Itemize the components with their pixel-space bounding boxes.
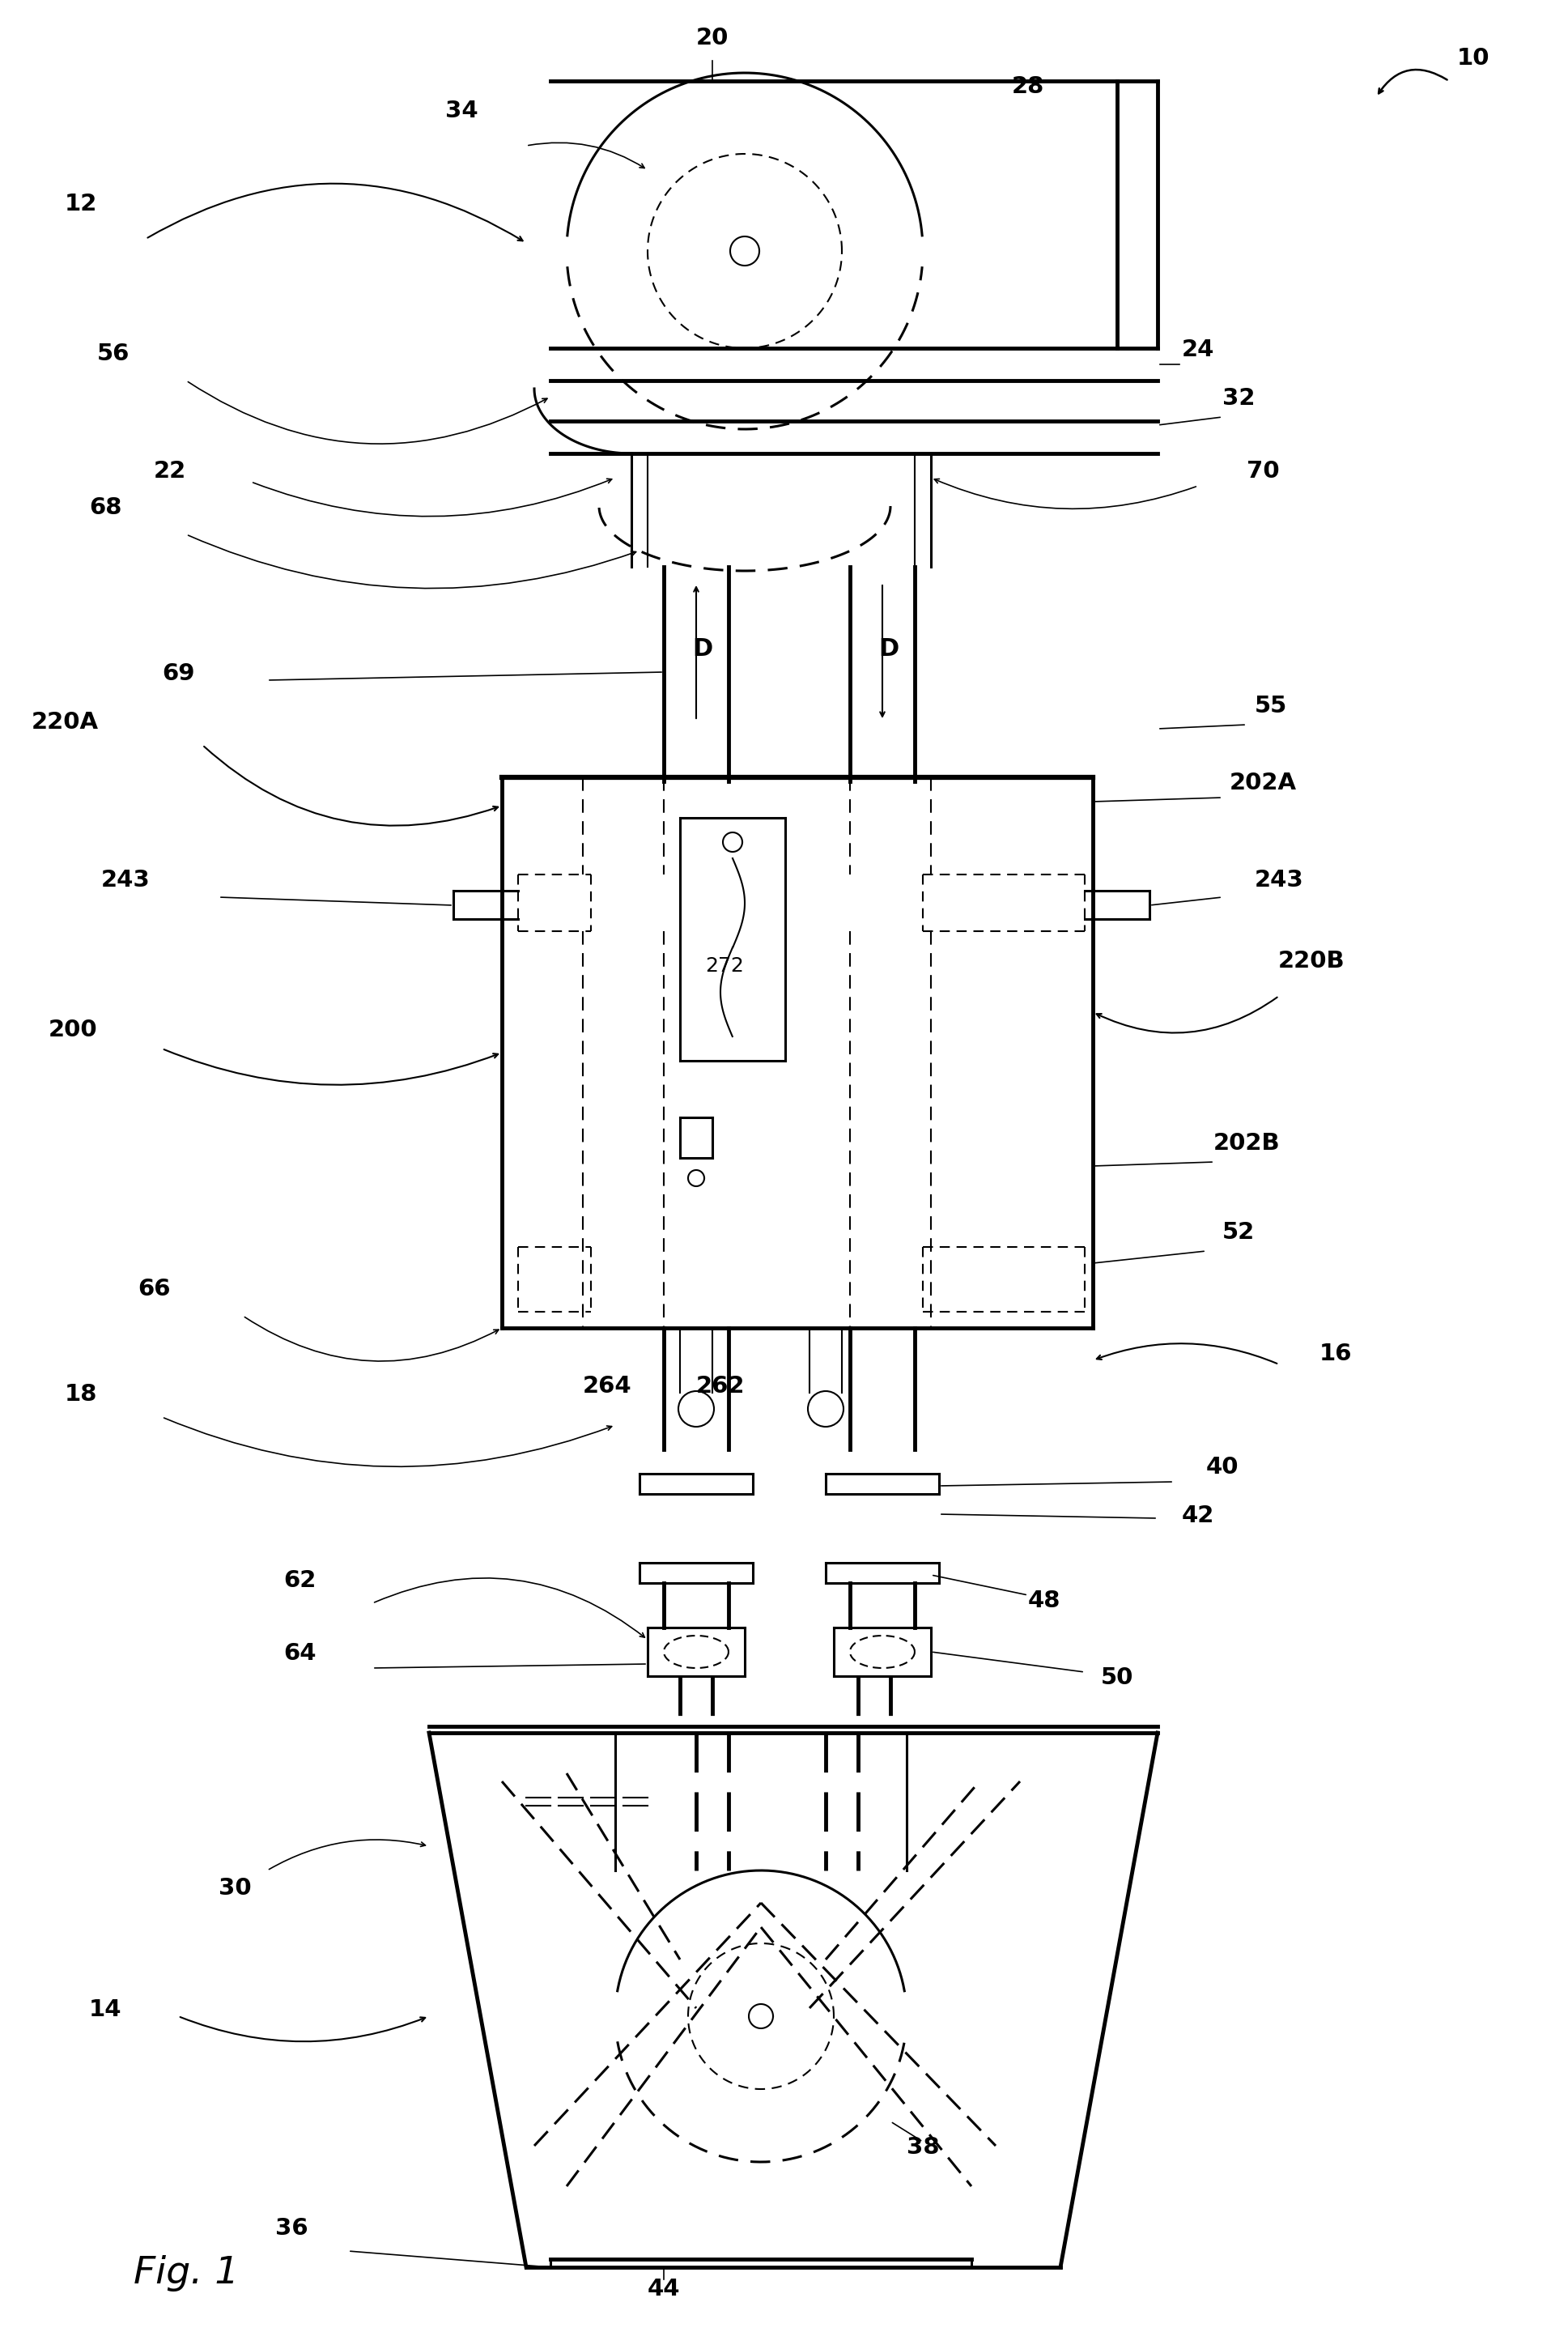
Text: 48: 48 bbox=[1029, 1590, 1060, 1611]
Text: 24: 24 bbox=[1182, 338, 1214, 361]
Text: 14: 14 bbox=[89, 1999, 122, 2022]
Text: 55: 55 bbox=[1254, 695, 1287, 718]
Text: 56: 56 bbox=[97, 343, 130, 366]
Text: 18: 18 bbox=[64, 1383, 97, 1406]
Text: 42: 42 bbox=[1182, 1504, 1214, 1527]
Text: 62: 62 bbox=[284, 1569, 315, 1593]
Text: 32: 32 bbox=[1221, 387, 1254, 410]
Text: 64: 64 bbox=[284, 1642, 315, 1665]
Text: 36: 36 bbox=[274, 2218, 307, 2239]
Text: 200: 200 bbox=[49, 1019, 97, 1042]
Text: 34: 34 bbox=[445, 100, 478, 121]
Text: 52: 52 bbox=[1221, 1222, 1254, 1243]
Text: 22: 22 bbox=[154, 459, 187, 483]
Text: 69: 69 bbox=[162, 662, 194, 686]
Text: D: D bbox=[878, 637, 898, 660]
Text: 44: 44 bbox=[648, 2278, 681, 2299]
Text: 202A: 202A bbox=[1229, 772, 1297, 795]
Text: 264: 264 bbox=[583, 1376, 632, 1397]
Text: 220A: 220A bbox=[31, 711, 99, 735]
Text: 68: 68 bbox=[89, 497, 122, 520]
Text: 38: 38 bbox=[906, 2136, 939, 2159]
Text: D: D bbox=[693, 637, 713, 660]
Text: 262: 262 bbox=[696, 1376, 745, 1397]
Text: 28: 28 bbox=[1011, 75, 1044, 98]
Text: 220B: 220B bbox=[1278, 949, 1345, 972]
Text: 66: 66 bbox=[138, 1278, 171, 1301]
Text: 243: 243 bbox=[1254, 870, 1303, 891]
Text: 202B: 202B bbox=[1214, 1131, 1279, 1154]
Text: 70: 70 bbox=[1247, 459, 1279, 483]
Text: 50: 50 bbox=[1101, 1667, 1134, 1688]
Text: 243: 243 bbox=[100, 870, 151, 891]
Text: 10: 10 bbox=[1457, 47, 1490, 70]
Text: Fig. 1: Fig. 1 bbox=[133, 2255, 238, 2292]
Text: 272: 272 bbox=[706, 956, 743, 975]
Text: 40: 40 bbox=[1206, 1455, 1239, 1478]
Text: 20: 20 bbox=[696, 26, 729, 49]
Text: 16: 16 bbox=[1319, 1343, 1352, 1364]
Text: 30: 30 bbox=[218, 1877, 251, 1901]
Text: 12: 12 bbox=[64, 194, 97, 215]
